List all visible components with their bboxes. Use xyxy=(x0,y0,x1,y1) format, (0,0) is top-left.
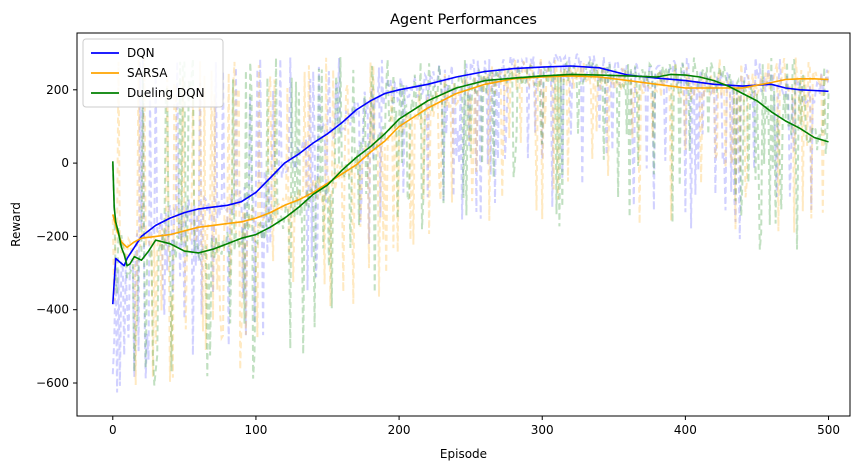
legend-label: DQN xyxy=(127,46,155,60)
raw-rewards-dueling-dqn xyxy=(111,56,830,386)
y-tick-label: −400 xyxy=(36,303,69,317)
legend: DQN SARSA Dueling DQN xyxy=(82,38,224,108)
x-axis-label: Episode xyxy=(440,447,487,461)
series-line-dueling-dqn xyxy=(112,73,829,267)
y-tick-label: 200 xyxy=(46,83,69,97)
chart-title: Agent Performances xyxy=(390,12,537,28)
plot-area-frame xyxy=(76,32,851,417)
y-axis-ticks: −600 −400 −200 0 200 xyxy=(36,83,77,390)
legend-label: SARSA xyxy=(127,66,168,80)
legend-label: Dueling DQN xyxy=(127,86,205,100)
smoothed-reward-lines xyxy=(112,65,829,305)
series-line-dqn xyxy=(112,65,829,305)
y-tick-label: 0 xyxy=(61,156,69,170)
legend-box xyxy=(82,38,224,108)
x-tick-label: 0 xyxy=(109,423,117,437)
y-tick-label: −200 xyxy=(36,229,69,243)
x-tick-label: 300 xyxy=(531,423,554,437)
y-axis-label: Reward xyxy=(9,202,23,247)
series-line-sarsa xyxy=(112,75,829,249)
x-tick-label: 500 xyxy=(817,423,840,437)
x-axis-ticks: 0 100 200 300 400 500 xyxy=(109,416,840,437)
y-tick-label: −600 xyxy=(36,376,69,390)
x-tick-label: 200 xyxy=(388,423,411,437)
x-tick-label: 100 xyxy=(244,423,267,437)
x-tick-label: 400 xyxy=(674,423,697,437)
